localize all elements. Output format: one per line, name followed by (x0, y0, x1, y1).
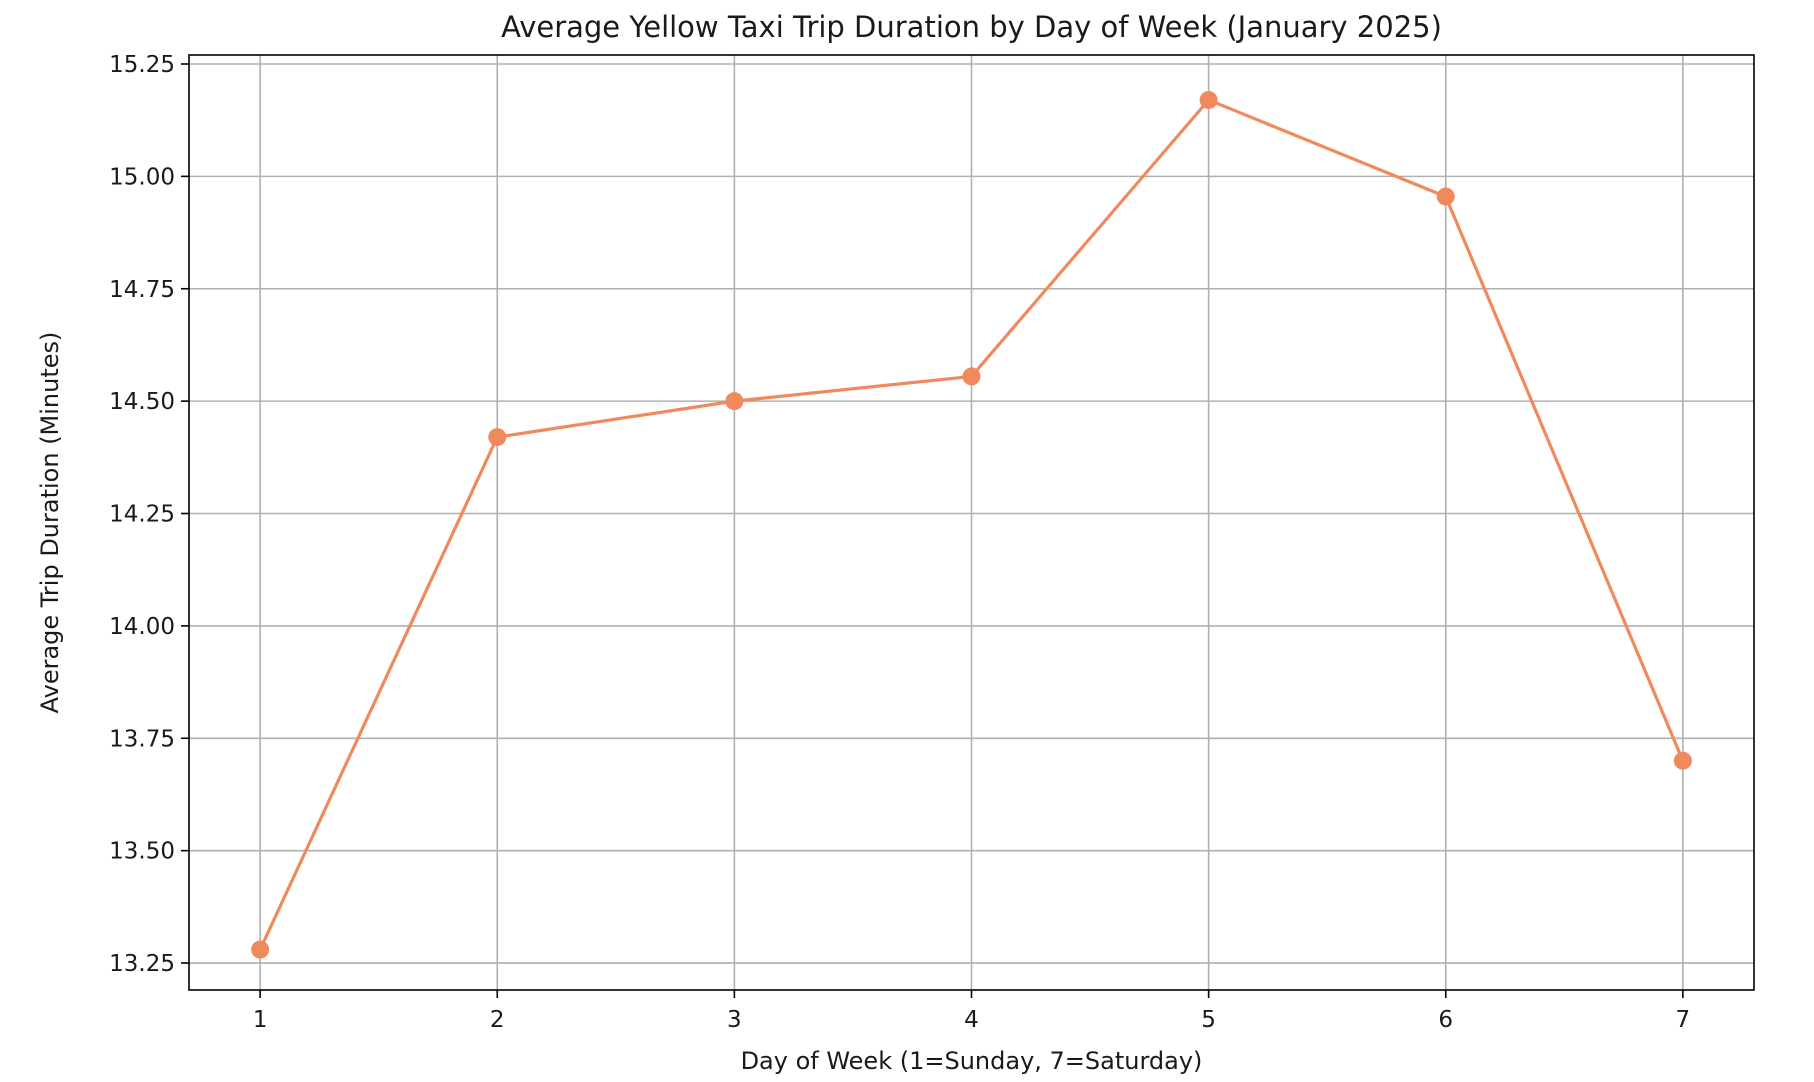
data-point (488, 428, 507, 447)
y-tick-label: 13.75 (109, 726, 175, 752)
x-tick-label: 4 (964, 1007, 979, 1033)
y-tick-label: 13.25 (109, 951, 175, 977)
data-point (962, 367, 981, 386)
axis-ticks: 1 2 3 4 5 6 7 13.25 13.50 13.75 14.00 14.25 14.50 14.… (109, 52, 1690, 1033)
data-point (251, 940, 270, 959)
y-tick-label: 15.00 (109, 164, 175, 190)
x-tick-label: 3 (727, 1007, 742, 1033)
data-point (1199, 90, 1218, 109)
x-tick-label: 5 (1201, 1007, 1216, 1033)
y-tick-label: 14.00 (109, 614, 175, 640)
y-tick-label: 13.50 (109, 839, 175, 865)
x-tick-label: 7 (1676, 1007, 1691, 1033)
x-tick-label: 1 (253, 1007, 268, 1033)
series-layer (251, 90, 1692, 959)
chart-title: Average Yellow Taxi Trip Duration by Day… (501, 10, 1442, 44)
data-point (1436, 187, 1455, 206)
x-axis-label: Day of Week (1=Sunday, 7=Saturday) (741, 1047, 1203, 1075)
y-tick-label: 14.25 (109, 502, 175, 528)
x-tick-label: 2 (490, 1007, 505, 1033)
data-point (1673, 751, 1692, 770)
grid-lines (189, 55, 1754, 990)
y-tick-label: 15.25 (109, 52, 175, 78)
y-axis-label: Average Trip Duration (Minutes) (36, 332, 64, 714)
x-tick-label: 6 (1438, 1007, 1453, 1033)
y-tick-label: 14.50 (109, 389, 175, 415)
data-point (725, 392, 744, 411)
y-tick-label: 14.75 (109, 277, 175, 303)
